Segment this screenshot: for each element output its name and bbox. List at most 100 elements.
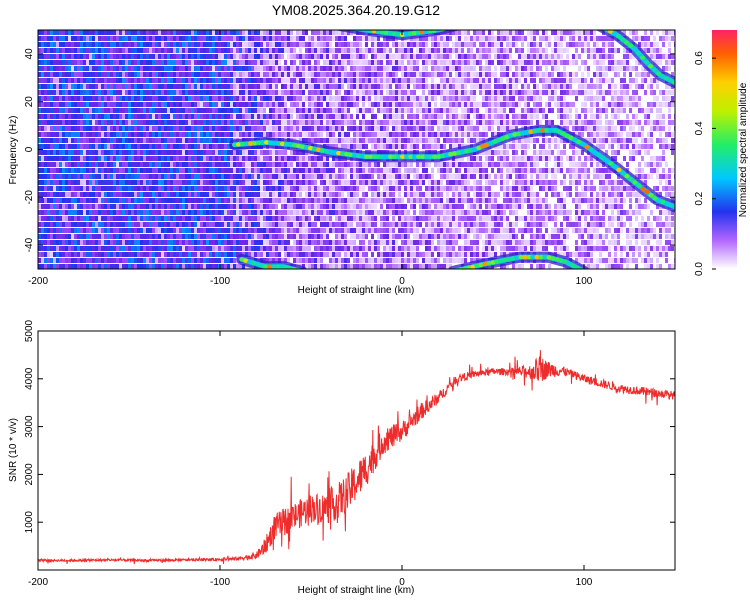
spectrogram-cell <box>197 168 200 173</box>
spectrogram-cell <box>98 216 101 221</box>
spectrogram-cell <box>146 234 149 239</box>
spectrogram-cell <box>245 66 248 71</box>
spectrogram-cell <box>191 126 194 131</box>
spectrogram-cell <box>305 138 308 143</box>
spectrogram-cell <box>167 174 170 179</box>
spectrogram-cell <box>92 36 95 41</box>
spectrogram-cell <box>53 54 56 59</box>
spectrogram-cell <box>332 126 335 131</box>
spectrogram-cell <box>170 84 173 89</box>
spectrogram-cell <box>359 60 362 65</box>
spectrogram-cell <box>356 66 359 71</box>
spectrogram-cell <box>86 264 89 269</box>
spectrogram-cell <box>392 198 395 203</box>
spectrogram-cell <box>398 210 401 215</box>
spectrogram-cell <box>275 72 278 77</box>
spectrogram-cell <box>128 78 131 83</box>
spectrogram-cell <box>89 234 92 239</box>
spectrogram-cell <box>89 246 92 251</box>
spectrogram-cell <box>251 150 254 155</box>
spectrogram-cell <box>242 60 245 65</box>
spectrogram-cell <box>113 60 116 65</box>
spectrogram-cell <box>206 126 209 131</box>
spectrogram-cell <box>122 234 125 239</box>
spectrogram-cell <box>383 126 386 131</box>
spectrogram-cell <box>107 96 110 101</box>
spectrogram-cell <box>155 240 158 245</box>
spectrogram-cell <box>341 258 344 263</box>
spectrogram-cell <box>272 258 275 263</box>
spectrogram-cell <box>302 72 305 77</box>
spectrogram-cell <box>383 42 386 47</box>
spectrogram-cell <box>194 36 197 41</box>
spectrogram-cell <box>308 66 311 71</box>
spectrogram-cell <box>263 150 266 155</box>
spectrogram-cell <box>299 234 302 239</box>
spectrogram-cell <box>104 114 107 119</box>
spectrogram-cell <box>263 240 266 245</box>
spectrogram-cell <box>323 126 326 131</box>
spectrogram-cell <box>329 138 332 143</box>
spectrogram-cell <box>161 114 164 119</box>
spectrogram-cell <box>206 114 209 119</box>
spectrogram-cell <box>101 258 104 263</box>
spectrogram-cell <box>116 138 119 143</box>
spectrogram-cell <box>77 108 80 113</box>
spectrogram-cell <box>269 42 272 47</box>
spectrogram-cell <box>173 102 176 107</box>
spectrogram-cell <box>242 216 245 221</box>
spectrogram-cell <box>323 246 326 251</box>
spectrogram-cell <box>53 108 56 113</box>
spectrogram-cell <box>38 114 41 119</box>
spectrogram-cell <box>416 252 419 257</box>
spectrogram-cell <box>290 30 293 35</box>
spectrogram-cell <box>128 66 131 71</box>
spectrogram-cell <box>248 72 251 77</box>
spectrogram-cell <box>179 114 182 119</box>
spectrogram-cell <box>416 162 419 167</box>
spectrogram-cell <box>269 162 272 167</box>
spectrogram-cell <box>170 216 173 221</box>
spectrogram-cell <box>266 156 269 161</box>
spectrogram-cell <box>53 240 56 245</box>
spectrogram-cell <box>227 60 230 65</box>
spectrogram-cell <box>404 228 407 233</box>
spectrogram-cell <box>404 264 407 269</box>
spectrogram-cell <box>230 48 233 53</box>
spectrogram-cell <box>311 222 314 227</box>
spectrogram-cell <box>344 30 347 35</box>
spectrogram-cell <box>50 102 53 107</box>
spectrogram-cell <box>317 66 320 71</box>
spectrogram-cell <box>68 54 71 59</box>
spectrogram-cell <box>326 78 329 83</box>
spectrogram-cell <box>59 78 62 83</box>
spectrogram-cell <box>344 54 347 59</box>
spectrogram-cell <box>302 156 305 161</box>
spectrogram-cell <box>182 90 185 95</box>
spectrogram-cell <box>248 66 251 71</box>
spectrogram-cell <box>191 42 194 47</box>
spectrogram-cell <box>104 204 107 209</box>
spectrogram-cell <box>326 114 329 119</box>
spectrogram-cell <box>404 204 407 209</box>
spectrogram-cell <box>203 78 206 83</box>
spectrogram-cell <box>299 156 302 161</box>
spectrogram-cell <box>71 222 74 227</box>
spectrogram-cell <box>215 138 218 143</box>
spectrogram-cell <box>368 138 371 143</box>
spectrogram-cell <box>104 54 107 59</box>
spectrogram-cell <box>98 174 101 179</box>
spectrogram-cell <box>335 90 338 95</box>
spectrogram-cell <box>77 222 80 227</box>
spectrogram-cell <box>113 150 116 155</box>
spectrogram-cell <box>245 204 248 209</box>
spectrogram-cell <box>347 138 350 143</box>
spectrogram-cell <box>53 156 56 161</box>
spectrogram-cell <box>380 144 383 149</box>
spectrogram-cell <box>377 72 380 77</box>
spectrogram-cell <box>386 60 389 65</box>
spectrogram-cell <box>338 186 341 191</box>
spectrogram-cell <box>47 114 50 119</box>
spectrogram-cell <box>191 174 194 179</box>
spectrogram-cell <box>257 30 260 35</box>
